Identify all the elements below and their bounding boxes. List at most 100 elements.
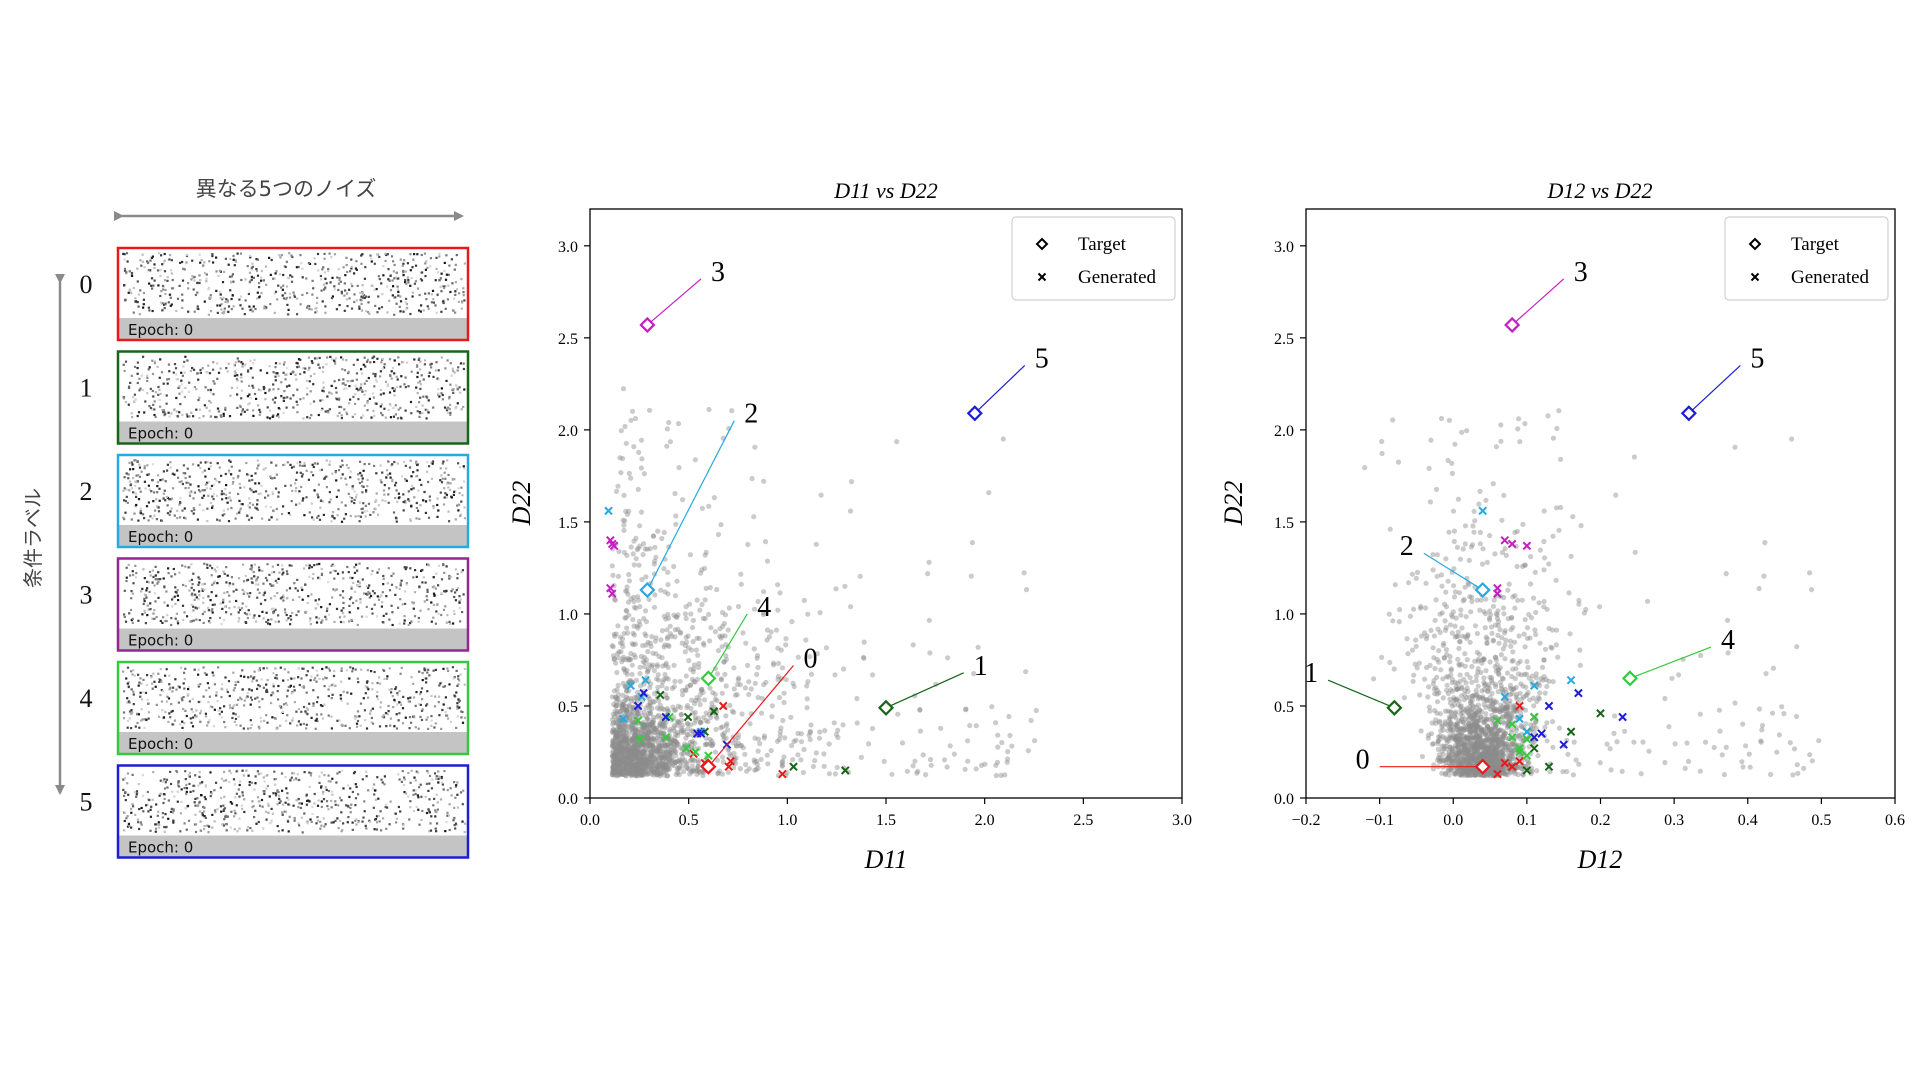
- background-point: [647, 684, 653, 691]
- background-point: [1475, 658, 1481, 664]
- background-point: [637, 683, 644, 689]
- background-point: [1432, 617, 1438, 624]
- background-point: [1430, 741, 1436, 747]
- background-point: [1432, 665, 1438, 672]
- background-point: [656, 750, 663, 756]
- background-point: [1455, 748, 1461, 754]
- background-point: [702, 597, 708, 603]
- background-point: [894, 439, 900, 445]
- background-point: [1503, 771, 1509, 777]
- background-point: [1439, 723, 1445, 730]
- background-point: [1740, 721, 1746, 727]
- background-point: [1487, 608, 1493, 614]
- background-point: [1576, 597, 1582, 604]
- background-point: [1454, 686, 1460, 692]
- background-point: [738, 581, 744, 587]
- background-point: [1440, 676, 1446, 682]
- background-point: [1535, 753, 1541, 759]
- background-point: [1622, 728, 1628, 734]
- background-point: [669, 737, 675, 743]
- background-point: [643, 574, 649, 580]
- background-point: [627, 771, 633, 777]
- background-point: [1530, 595, 1537, 601]
- background-point: [926, 559, 932, 565]
- background-point: [646, 724, 652, 731]
- background-point: [714, 715, 720, 721]
- background-point: [1448, 666, 1454, 672]
- background-point: [746, 766, 752, 772]
- background-point: [639, 761, 645, 767]
- background-point: [762, 539, 769, 545]
- background-point: [1497, 665, 1503, 671]
- background-point: [679, 728, 685, 734]
- background-point: [615, 755, 621, 761]
- background-point: [761, 735, 767, 741]
- background-point: [1549, 645, 1555, 651]
- background-point: [969, 540, 976, 546]
- background-point: [632, 415, 639, 422]
- background-point: [1465, 632, 1471, 638]
- background-point: [627, 754, 633, 760]
- background-point: [611, 631, 617, 637]
- background-point: [947, 743, 953, 749]
- background-point: [620, 386, 627, 392]
- background-point: [625, 591, 631, 598]
- background-point: [777, 729, 784, 735]
- background-point: [776, 736, 783, 743]
- background-point: [1472, 518, 1478, 524]
- background-point: [754, 671, 760, 678]
- background-point: [1483, 497, 1489, 503]
- background-point: [611, 760, 617, 766]
- background-point: [1460, 546, 1466, 552]
- background-point: [668, 742, 675, 748]
- background-point: [831, 720, 837, 726]
- background-point: [826, 771, 833, 777]
- background-point: [635, 729, 641, 735]
- background-point: [663, 742, 669, 749]
- background-point: [614, 746, 620, 752]
- background-point: [689, 738, 696, 744]
- background-point: [644, 749, 651, 755]
- background-point: [654, 725, 660, 731]
- background-point: [609, 563, 615, 569]
- background-point: [643, 734, 649, 740]
- background-point: [691, 678, 697, 685]
- background-point: [675, 421, 682, 427]
- background-point: [1523, 671, 1530, 677]
- x-tick-label: 0.1: [1517, 812, 1537, 829]
- background-point: [1793, 713, 1800, 720]
- background-point: [691, 666, 697, 672]
- background-point: [612, 596, 618, 602]
- background-point: [791, 738, 797, 745]
- background-point: [633, 556, 639, 562]
- background-point: [682, 687, 689, 693]
- background-point: [1456, 661, 1462, 667]
- background-point: [738, 571, 744, 577]
- background-point: [650, 650, 656, 656]
- background-point: [654, 772, 660, 778]
- background-point: [625, 743, 631, 749]
- background-point: [614, 669, 620, 676]
- background-point: [1807, 570, 1813, 576]
- background-point: [1550, 533, 1556, 539]
- generated-point: [1500, 536, 1510, 545]
- background-point: [617, 767, 623, 773]
- background-point: [661, 769, 667, 775]
- background-point: [657, 748, 663, 754]
- background-point: [673, 731, 679, 737]
- background-point: [1483, 704, 1489, 711]
- background-point: [729, 708, 736, 714]
- background-point: [717, 633, 723, 639]
- background-point: [753, 766, 759, 773]
- background-point: [1477, 529, 1483, 536]
- background-point: [963, 706, 969, 712]
- background-point: [758, 710, 765, 716]
- background-point: [705, 719, 711, 725]
- background-point: [672, 627, 678, 633]
- background-point: [635, 597, 642, 603]
- background-point: [1409, 571, 1415, 577]
- background-point: [1457, 727, 1463, 733]
- background-point: [646, 717, 652, 723]
- background-point: [1544, 606, 1550, 612]
- generated-point: [655, 690, 665, 700]
